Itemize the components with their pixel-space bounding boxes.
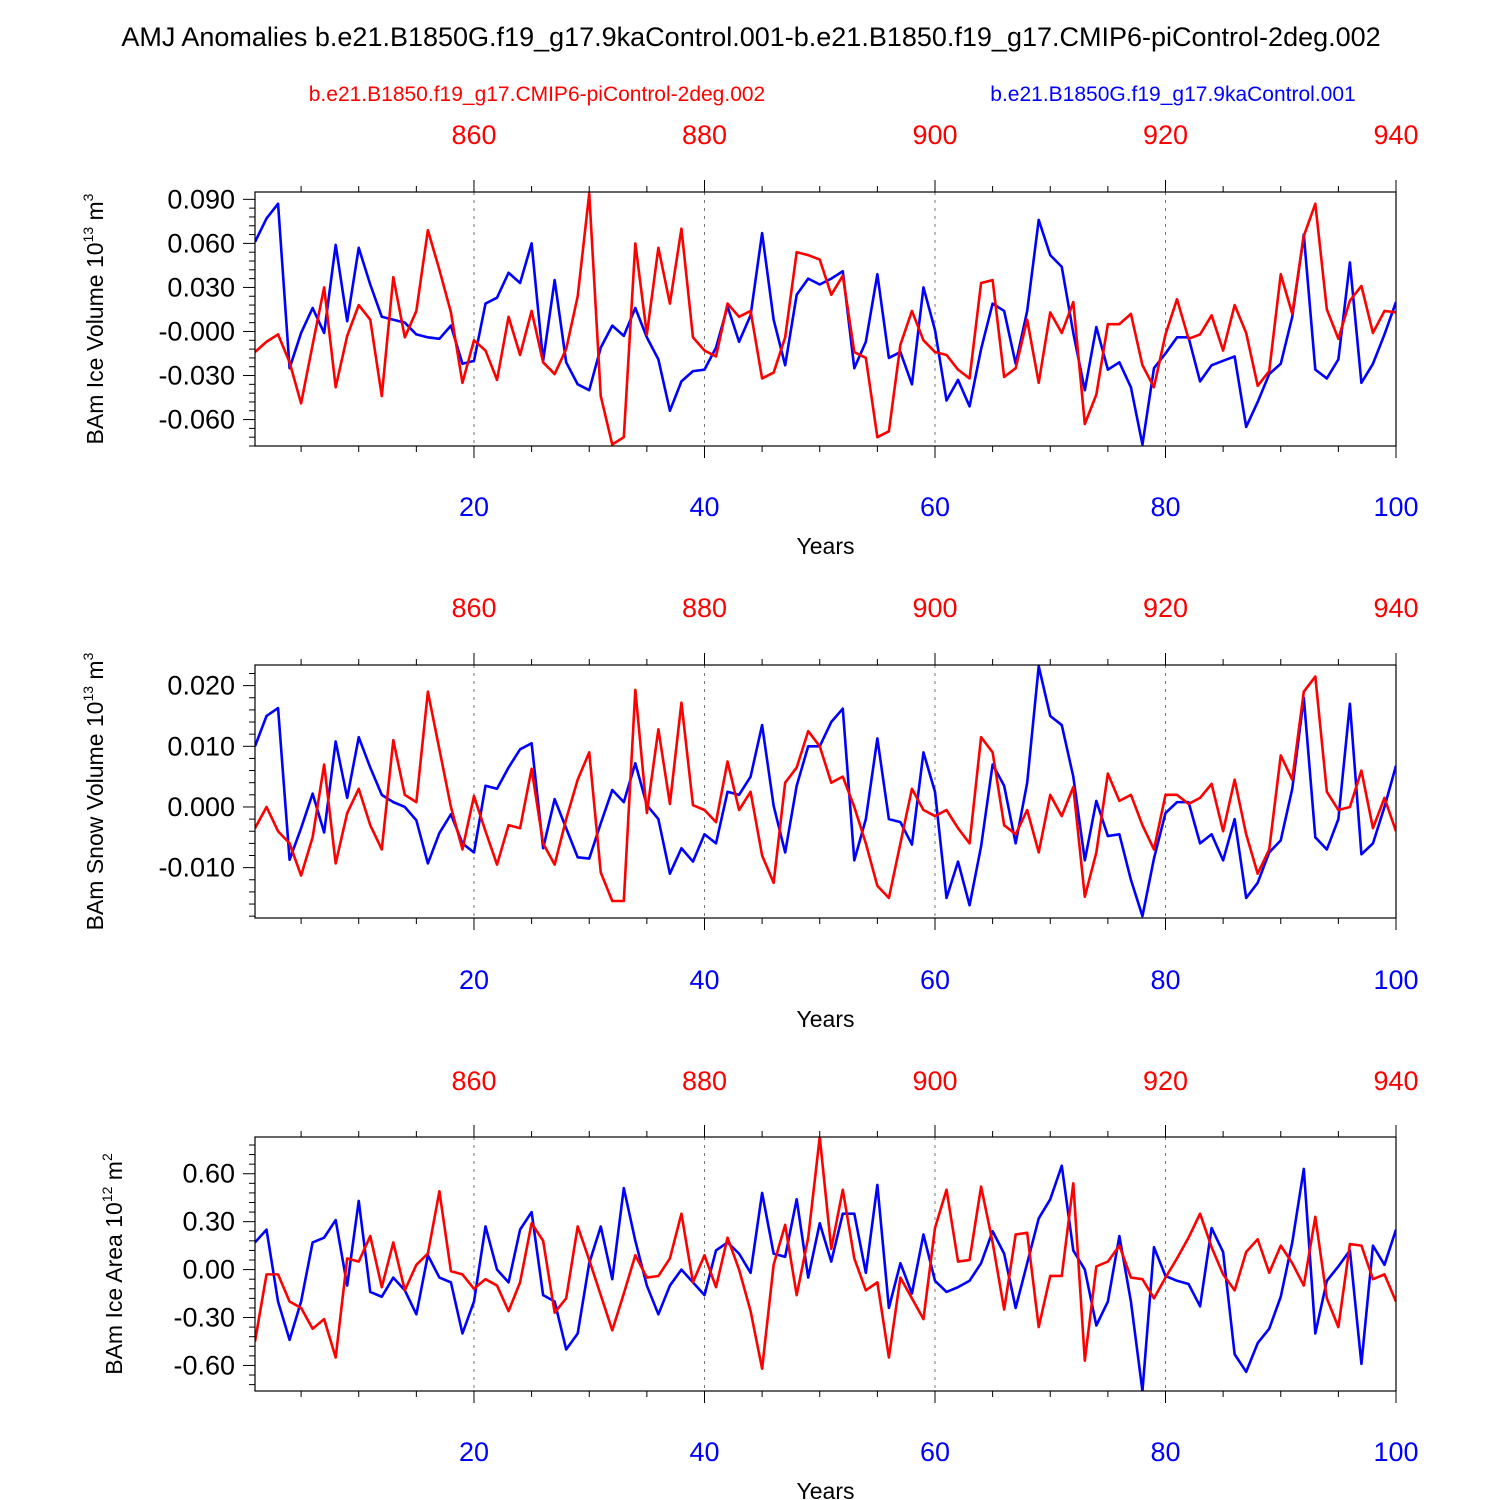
snow-volume-xtick-label-bottom: 60 <box>920 965 950 995</box>
ice-area-xtick-label-bottom: 40 <box>689 1437 719 1467</box>
ice-volume-xtick-label-top: 860 <box>451 120 496 150</box>
ice-volume-xtick-label-bottom: 20 <box>459 492 489 522</box>
snow-volume-ylabel: BAm Snow Volume 1013 m3 <box>80 652 108 930</box>
ice-area-ytick-label: 0.60 <box>182 1159 235 1189</box>
ice-volume-xtick-label-top: 940 <box>1373 120 1418 150</box>
ice-area-xtick-label-top: 880 <box>682 1066 727 1096</box>
legend-red-label: b.e21.B1850.f19_g17.CMIP6-piControl-2deg… <box>309 83 765 106</box>
snow-volume-xtick-label-bottom: 80 <box>1150 965 1180 995</box>
snow-volume-series-blue <box>255 665 1396 918</box>
snow-volume-xtick-label-bottom: 100 <box>1373 965 1418 995</box>
ice-volume-xtick-label-bottom: 60 <box>920 492 950 522</box>
snow-volume-panel: 20 40 60 80 100 860 880 900 920 940 0.020 0.010 0.00… <box>80 593 1419 1032</box>
snow-volume-xtick-label-bottom: 20 <box>459 965 489 995</box>
ice-area-xtick-label-bottom: 80 <box>1150 1437 1180 1467</box>
legend-blue-label: b.e21.B1850G.f19_g17.9kaControl.001 <box>990 83 1355 106</box>
ice-area-ytick-label: 0.30 <box>182 1207 235 1237</box>
ice-area-ytick-label: -0.30 <box>173 1303 235 1333</box>
ice-volume-xtick-label-bottom: 40 <box>689 492 719 522</box>
snow-volume-ytick-label: -0.010 <box>158 853 235 883</box>
snow-volume-xtick-label-top: 940 <box>1373 593 1418 623</box>
ice-area-xtick-label-top: 920 <box>1143 1066 1188 1096</box>
ice-volume-xtick-label-top: 920 <box>1143 120 1188 150</box>
ice-area-xtick-label-bottom: 60 <box>920 1437 950 1467</box>
snow-volume-xtick-label-bottom: 40 <box>689 965 719 995</box>
snow-volume-plot-frame <box>254 664 1397 919</box>
ice-volume-ytick-label: -0.000 <box>158 316 235 346</box>
ice-area-ylabel: BAm Ice Area 1012 m2 <box>99 1153 127 1375</box>
ice-volume-xtick-label-top: 880 <box>682 120 727 150</box>
snow-volume-ytick-label: 0.020 <box>167 671 235 701</box>
snow-volume-series-red <box>255 675 1396 903</box>
ice-area-xtick-label-top: 940 <box>1373 1066 1418 1096</box>
ice-area-ytick-label: 0.00 <box>182 1255 235 1285</box>
ice-area-xtick-label-top: 900 <box>912 1066 957 1096</box>
snow-volume-xtick-label-top: 920 <box>1143 593 1188 623</box>
ice-volume-ytick-label: 0.030 <box>167 272 235 302</box>
ice-volume-xlabel: Years <box>797 533 855 559</box>
ice-area-plot-frame <box>254 1136 1397 1392</box>
ice-volume-ytick-label: -0.060 <box>158 405 235 435</box>
ice-area-series-blue <box>255 1164 1396 1391</box>
ice-area-xtick-label-top: 860 <box>451 1066 496 1096</box>
ice-volume-ytick-label: 0.060 <box>167 228 235 258</box>
ice-volume-series-blue <box>255 202 1396 446</box>
ice-volume-xtick-label-bottom: 80 <box>1150 492 1180 522</box>
ice-area-xtick-label-bottom: 20 <box>459 1437 489 1467</box>
ice-area-panel: 20 40 60 80 100 860 880 900 920 940 0.60 0.30 0.00 -0… <box>99 1066 1419 1500</box>
ice-area-ytick-label: -0.60 <box>173 1350 235 1380</box>
figure-title: AMJ Anomalies b.e21.B1850G.f19_g17.9kaCo… <box>121 22 1380 52</box>
ice-volume-ytick-label: -0.030 <box>158 361 235 391</box>
snow-volume-xtick-label-top: 900 <box>912 593 957 623</box>
ice-volume-panel: 20 40 60 80 100 860 880 900 920 940 0.090 0.060 0.03… <box>80 120 1419 559</box>
snow-volume-ytick-label: 0.000 <box>167 792 235 822</box>
ice-area-series-red <box>255 1137 1396 1370</box>
ice-volume-xtick-label-top: 900 <box>912 120 957 150</box>
snow-volume-xtick-label-top: 880 <box>682 593 727 623</box>
ice-area-xlabel: Years <box>797 1478 855 1500</box>
ice-volume-series-red <box>255 192 1396 446</box>
ice-volume-ytick-label: 0.090 <box>167 184 235 214</box>
snow-volume-xlabel: Years <box>797 1006 855 1032</box>
snow-volume-xtick-label-top: 860 <box>451 593 496 623</box>
ice-volume-plot-frame <box>254 191 1397 447</box>
ice-volume-xtick-label-bottom: 100 <box>1373 492 1418 522</box>
ice-area-xtick-label-bottom: 100 <box>1373 1437 1418 1467</box>
ice-volume-ylabel: BAm Ice Volume 1013 m3 <box>80 193 108 444</box>
snow-volume-ytick-label: 0.010 <box>167 731 235 761</box>
